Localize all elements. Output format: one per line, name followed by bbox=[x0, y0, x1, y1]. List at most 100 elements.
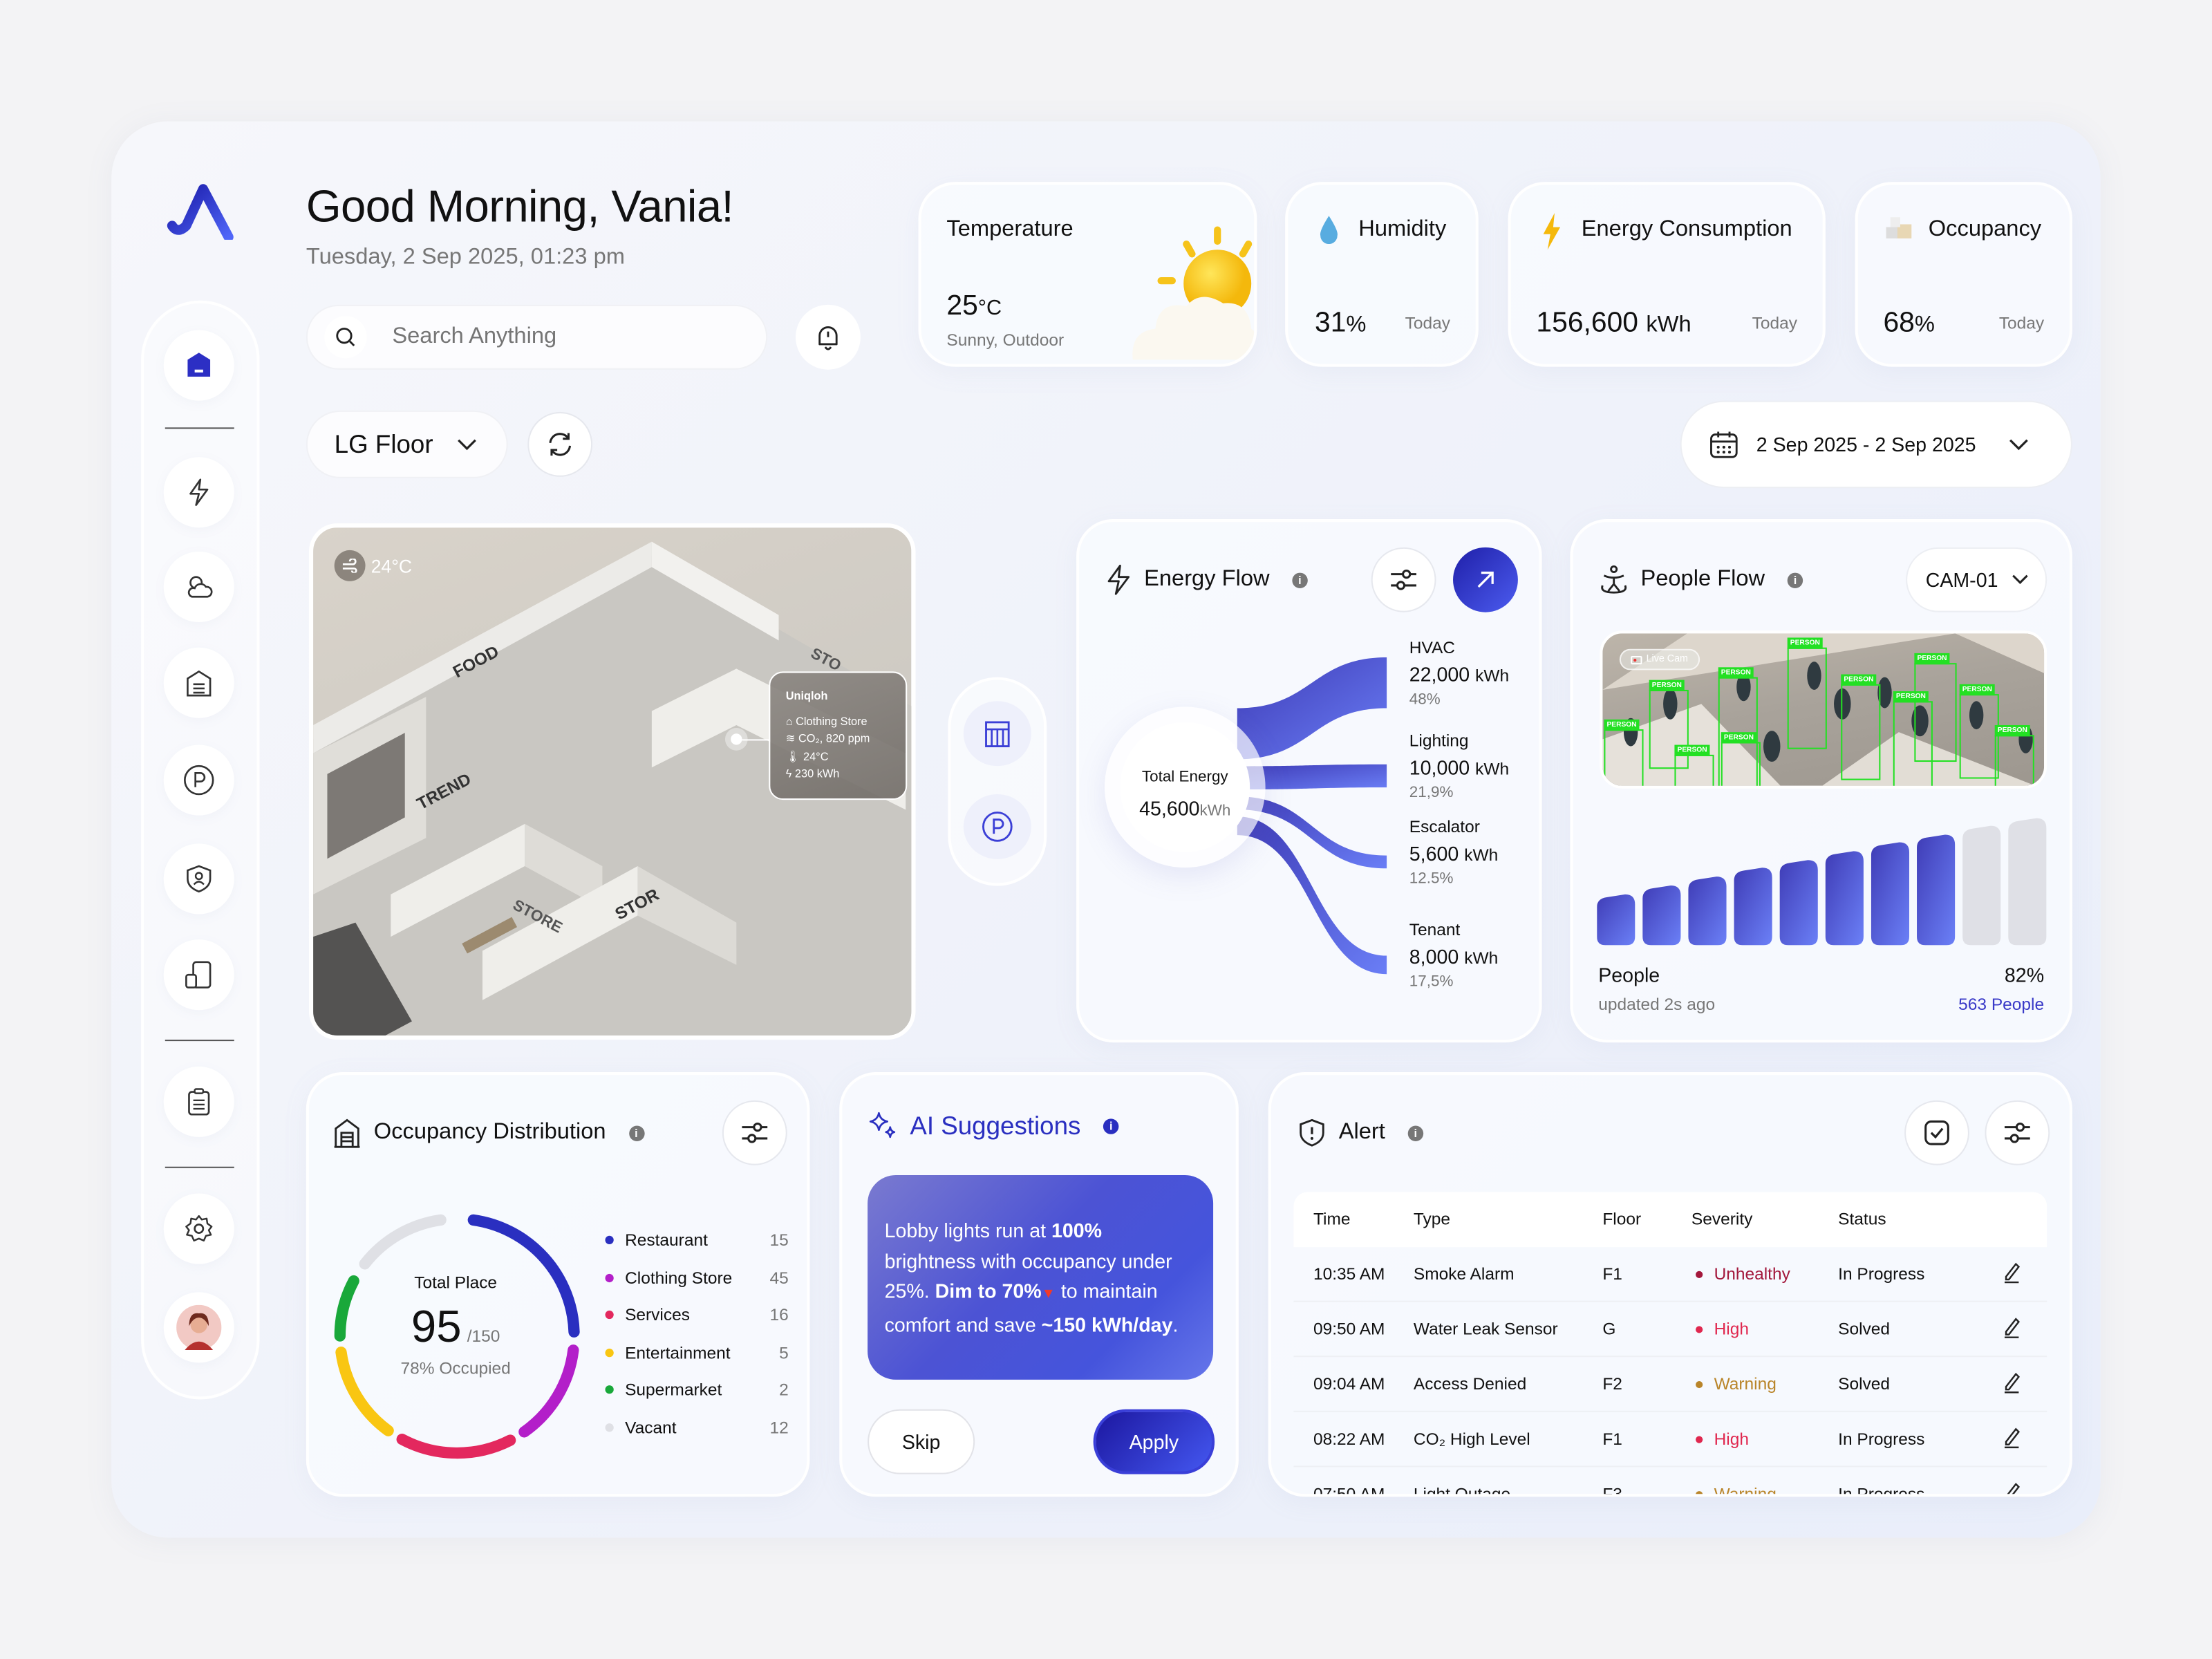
gear-icon bbox=[185, 1215, 213, 1241]
edit-pencil-icon[interactable] bbox=[2002, 1371, 2022, 1398]
sidebar-item-building[interactable] bbox=[163, 647, 234, 718]
sidebar-item-reports[interactable] bbox=[163, 1066, 234, 1137]
edit-pencil-icon[interactable] bbox=[2002, 1481, 2022, 1494]
donut-segment-supermarket[interactable] bbox=[334, 1275, 359, 1342]
suggestion-highlight: ~150 kWh/day bbox=[1041, 1312, 1173, 1335]
legend-dot bbox=[605, 1423, 614, 1432]
info-icon[interactable]: i bbox=[1292, 572, 1308, 588]
search-bar[interactable] bbox=[306, 304, 768, 370]
humidity-card: Humidity 31% Today bbox=[1285, 182, 1479, 367]
people-bar[interactable] bbox=[1825, 851, 1864, 946]
occupancy-distribution-header: Occupancy Distribution i bbox=[332, 1117, 644, 1148]
people-bar[interactable] bbox=[1688, 877, 1727, 946]
people-bar[interactable] bbox=[1597, 894, 1635, 946]
humidity-label: Humidity bbox=[1358, 217, 1447, 241]
sidebar-item-parking[interactable] bbox=[163, 744, 234, 816]
info-icon[interactable]: i bbox=[1103, 1118, 1119, 1134]
legend-item: Entertainment 5 bbox=[605, 1334, 789, 1371]
column-header-time[interactable]: Time bbox=[1313, 1208, 1351, 1229]
flow-band-lighting[interactable] bbox=[1237, 764, 1387, 790]
filter-button[interactable] bbox=[722, 1100, 787, 1165]
total-energy-value: 45,600 bbox=[1139, 797, 1200, 820]
alert-type: CO₂ High Level bbox=[1413, 1429, 1530, 1449]
flow-target-escalator: Escalator 5,600 kWh 12.5% bbox=[1409, 816, 1498, 892]
total-energy-node: Total Energy 45,600kWh bbox=[1120, 722, 1250, 852]
occupancy-donut bbox=[334, 1214, 580, 1459]
edit-pencil-icon[interactable] bbox=[2002, 1261, 2022, 1288]
notifications-button[interactable] bbox=[796, 304, 861, 370]
flow-target-lighting: Lighting 10,000 kWh 21,9% bbox=[1409, 729, 1509, 805]
edit-pencil-icon[interactable] bbox=[2002, 1316, 2022, 1343]
donut-segment-restaurant[interactable] bbox=[467, 1214, 580, 1338]
legend-dot bbox=[605, 1236, 614, 1245]
sidebar-item-weather[interactable] bbox=[163, 551, 234, 622]
donut-segment-clothing-store[interactable] bbox=[518, 1344, 579, 1438]
floor-selector[interactable]: LG Floor bbox=[306, 410, 508, 478]
people-count: 563 People bbox=[1958, 994, 2045, 1015]
people-bar[interactable] bbox=[1779, 860, 1818, 946]
alert-row[interactable]: 10:35 AM Smoke Alarm F1 Unhealthy In Pro… bbox=[1293, 1247, 2047, 1302]
flow-target-unit: kWh bbox=[1475, 759, 1510, 780]
flow-band-tenant[interactable] bbox=[1237, 816, 1387, 975]
search-input[interactable] bbox=[392, 324, 731, 350]
people-bar[interactable] bbox=[1734, 868, 1772, 946]
sidebar-item-security[interactable] bbox=[163, 843, 234, 915]
alert-row[interactable]: 07:50 AM Light Outage F3 Warning In Prog… bbox=[1293, 1467, 2047, 1494]
donut-segment-entertainment[interactable] bbox=[335, 1347, 394, 1436]
camera-selector[interactable]: CAM-01 bbox=[1906, 547, 2047, 612]
column-header-status[interactable]: Status bbox=[1838, 1208, 1886, 1229]
building-view-button[interactable] bbox=[963, 701, 1031, 767]
user-avatar[interactable] bbox=[163, 1292, 234, 1363]
column-header-floor[interactable]: Floor bbox=[1602, 1208, 1642, 1229]
people-bar[interactable] bbox=[1962, 825, 2001, 946]
legend-value: 12 bbox=[769, 1417, 789, 1438]
people-flow-header: People Flow i bbox=[1598, 564, 1803, 595]
floor-map[interactable]: FOOD TREND STORE STOR STO 24°C Uniqloh ⌂… bbox=[308, 523, 916, 1040]
flow-target-tenant: Tenant 8,000 kWh 17,5% bbox=[1409, 919, 1498, 995]
info-icon[interactable]: i bbox=[1407, 1125, 1423, 1141]
edit-pencil-icon[interactable] bbox=[2002, 1426, 2022, 1453]
flow-band-escalator[interactable] bbox=[1237, 796, 1387, 869]
skip-button[interactable]: Skip bbox=[868, 1409, 975, 1474]
alert-row[interactable]: 09:50 AM Water Leak Sensor G High Solved bbox=[1293, 1302, 2047, 1358]
filter-button[interactable] bbox=[1985, 1100, 2050, 1165]
occupancy-card: Occupancy 68% Today bbox=[1855, 182, 2072, 367]
people-bar[interactable] bbox=[1917, 834, 1956, 946]
camera-scene bbox=[1602, 633, 2045, 786]
temperature-card: Temperature 25°C Sunny, Outdoor bbox=[918, 182, 1257, 367]
apply-button[interactable]: Apply bbox=[1093, 1409, 1215, 1474]
flow-target-unit: kWh bbox=[1464, 948, 1499, 968]
map-location-pin[interactable] bbox=[731, 733, 742, 745]
date-range-picker[interactable]: 2 Sep 2025 - 2 Sep 2025 bbox=[1680, 400, 2072, 489]
refresh-button[interactable] bbox=[527, 411, 593, 477]
column-header-severity[interactable]: Severity bbox=[1691, 1208, 1753, 1229]
sidebar-item-home[interactable] bbox=[163, 330, 234, 401]
flow-band-hvac[interactable] bbox=[1237, 657, 1387, 760]
expand-button[interactable] bbox=[1453, 547, 1518, 612]
flow-target-name: HVAC bbox=[1409, 637, 1455, 658]
parking-view-button[interactable] bbox=[963, 794, 1031, 859]
sidebar-item-devices[interactable] bbox=[163, 939, 234, 1011]
mark-all-read-button[interactable] bbox=[1904, 1100, 1969, 1165]
energy-flow-sankey bbox=[1237, 657, 1387, 975]
alert-row[interactable]: 08:22 AM CO₂ High Level F1 High In Progr… bbox=[1293, 1412, 2047, 1468]
info-icon[interactable]: i bbox=[1787, 572, 1803, 588]
app-logo-icon[interactable] bbox=[167, 183, 234, 240]
legend-label: Clothing Store bbox=[625, 1268, 733, 1288]
alert-row[interactable]: 09:04 AM Access Denied F2 Warning Solved bbox=[1293, 1357, 2047, 1412]
live-cam-badge: Live Cam bbox=[1619, 648, 1700, 671]
info-icon[interactable]: i bbox=[628, 1125, 644, 1141]
sidebar-item-energy[interactable] bbox=[163, 457, 234, 528]
donut-segment-vacant[interactable] bbox=[359, 1214, 447, 1270]
live-camera-feed[interactable]: PERSON PERSON PERSON PERSON PERSON PERSO… bbox=[1600, 630, 2047, 789]
filter-button[interactable] bbox=[1371, 547, 1436, 612]
sidebar-item-settings[interactable] bbox=[163, 1193, 234, 1264]
alerts-table: Time Type Floor Severity Status 10:35 AM… bbox=[1293, 1192, 2047, 1494]
column-header-type[interactable]: Type bbox=[1413, 1208, 1450, 1229]
donut-segment-services[interactable] bbox=[396, 1434, 516, 1459]
people-bar[interactable] bbox=[2008, 818, 2047, 946]
detection-label: PERSON bbox=[1721, 732, 1757, 744]
legend-label: Services bbox=[625, 1305, 690, 1325]
people-bar[interactable] bbox=[1642, 885, 1681, 946]
people-bar[interactable] bbox=[1871, 842, 1910, 946]
